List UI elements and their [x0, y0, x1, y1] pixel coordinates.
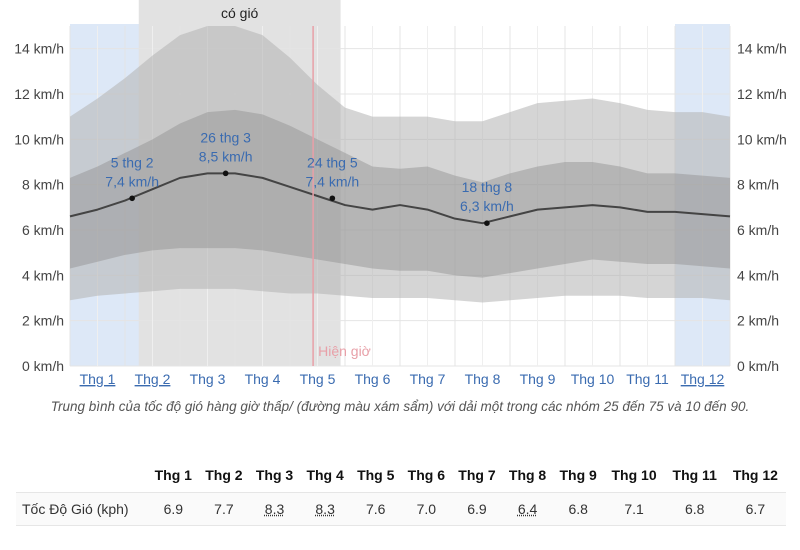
- x-tick-label: Thg 4: [245, 371, 281, 387]
- month-header: Thg 4: [306, 467, 344, 483]
- y-tick-label-right: 10 km/h: [737, 131, 787, 147]
- y-tick-label-left: 2 km/h: [22, 313, 64, 329]
- wind-speed-value: 6.8: [664, 492, 725, 526]
- mean-line-group: [69, 172, 731, 225]
- x-tick-label: Thg 12: [681, 371, 725, 387]
- annotation-value: 7,4 km/h: [105, 173, 159, 189]
- annotation-date: 5 thg 2: [111, 154, 154, 170]
- annotation-point: [484, 220, 490, 226]
- wind-speed-value: 6.9: [148, 492, 199, 526]
- percentile-bands: [70, 26, 730, 303]
- row-label: Tốc Độ Gió (kph): [16, 492, 148, 526]
- annotation-date: 26 thg 3: [200, 129, 251, 145]
- y-tick-label-left: 12 km/h: [14, 86, 64, 102]
- wind-speed-value: 6.7: [724, 492, 786, 526]
- month-header: Thg 2: [205, 467, 243, 483]
- annotation-point: [329, 195, 336, 202]
- annotation-value: 6,3 km/h: [460, 198, 514, 214]
- month-header: Thg 10: [611, 467, 657, 483]
- month-header: Thg 6: [407, 467, 446, 483]
- y-tick-label-right: 14 km/h: [737, 41, 787, 57]
- band-25-75: [70, 109, 730, 278]
- annotation-point: [222, 170, 229, 177]
- band-10-90: [70, 26, 730, 303]
- chart-caption: Trung bình của tốc độ gió hàng giờ thấp/…: [50, 399, 750, 414]
- summary-data-row: Tốc Độ Gió (kph) 6.9 7.7 8.3 8.3 7.6 7.0 6.9 6.…: [16, 492, 786, 526]
- annotation-date: 24 thg 5: [307, 154, 358, 170]
- month-header: Thg 3: [255, 467, 294, 483]
- y-tick-label-right: 4 km/h: [737, 267, 779, 283]
- y-tick-label-left: 14 km/h: [14, 41, 64, 57]
- month-header: Thg 12: [732, 467, 778, 483]
- wind-speed-value: 7.1: [603, 492, 665, 526]
- x-tick-label: Thg 6: [355, 371, 391, 387]
- annotation-point: [129, 195, 135, 202]
- shaded-period-label: có gió: [221, 5, 259, 21]
- annotations: 5 thg 2 7,4 km/h 26 thg 3 8,5 km/h 24 thg 5 7…: [105, 129, 514, 226]
- y-tick-label-right: 2 km/h: [737, 313, 779, 329]
- y-tick-label-right: 12 km/h: [737, 86, 787, 102]
- wind-speed-value: 6.9: [451, 492, 503, 526]
- month-header: Thg 11: [672, 467, 717, 483]
- annotation-value: 8,5 km/h: [199, 148, 253, 164]
- x-tick-label: Thg 2: [135, 371, 171, 387]
- y-tick-label-left: 10 km/h: [14, 131, 64, 147]
- y-tick-label-right: 8 km/h: [737, 177, 779, 193]
- y-tick-label-left: 0 km/h: [22, 358, 64, 374]
- x-tick-label: Thg 10: [571, 371, 615, 387]
- x-tick-label: Thg 3: [190, 371, 226, 387]
- y-tick-label-right: 0 km/h: [737, 358, 779, 374]
- wind-speed-value: 6.8: [552, 492, 604, 526]
- mean-line: [69, 172, 731, 225]
- x-tick-label: Thg 11: [626, 371, 669, 387]
- corner-cell: [16, 462, 148, 493]
- month-header: Thg 9: [559, 467, 597, 483]
- wind-speed-value: 7.7: [198, 492, 250, 526]
- y-tick-label-left: 6 km/h: [22, 222, 64, 238]
- y-tick-label-right: 6 km/h: [737, 222, 779, 238]
- axes: 0 km/h 0 km/h 2 km/h 2 km/h 4 km/h 4 km/h 6 km…: [14, 41, 787, 387]
- wind-speed-chart: có gió Hiện giờ 5 thg 2 7,4 km/h 26 thg 3 8…: [14, 0, 787, 387]
- month-header: Thg 1: [154, 467, 192, 483]
- x-tick-label: Thg 9: [520, 371, 556, 387]
- x-tick-label: Thg 8: [465, 371, 501, 387]
- summary-table: Thg 1 Thg 2 Thg 3 Thg 4 Thg 5 Thg 6 Thg 7 Thg 8…: [16, 462, 786, 526]
- month-header: Thg 8: [508, 467, 547, 483]
- y-tick-label-left: 8 km/h: [22, 177, 64, 193]
- x-tick-label: Thg 5: [300, 371, 336, 387]
- wind-speed-value[interactable]: 8.3: [299, 492, 351, 526]
- wind-speed-value[interactable]: 6.4: [502, 492, 553, 526]
- now-marker-label: Hiện giờ: [318, 343, 371, 359]
- summary-header-row: Thg 1 Thg 2 Thg 3 Thg 4 Thg 5 Thg 6 Thg 7 Thg 8…: [16, 462, 786, 493]
- x-tick-label: Thg 7: [410, 371, 446, 387]
- x-tick-label: Thg 1: [80, 371, 116, 387]
- wind-speed-value[interactable]: 8.3: [249, 492, 300, 526]
- wind-speed-value: 7.0: [401, 492, 452, 526]
- wind-speed-value: 7.6: [350, 492, 402, 526]
- now-marker-group: Hiện giờ: [312, 26, 371, 366]
- month-header: Thg 7: [458, 467, 496, 483]
- annotation-date: 18 thg 8: [462, 179, 513, 195]
- y-tick-label-left: 4 km/h: [22, 267, 64, 283]
- annotation-value: 7,4 km/h: [305, 173, 359, 189]
- month-header: Thg 5: [357, 467, 395, 483]
